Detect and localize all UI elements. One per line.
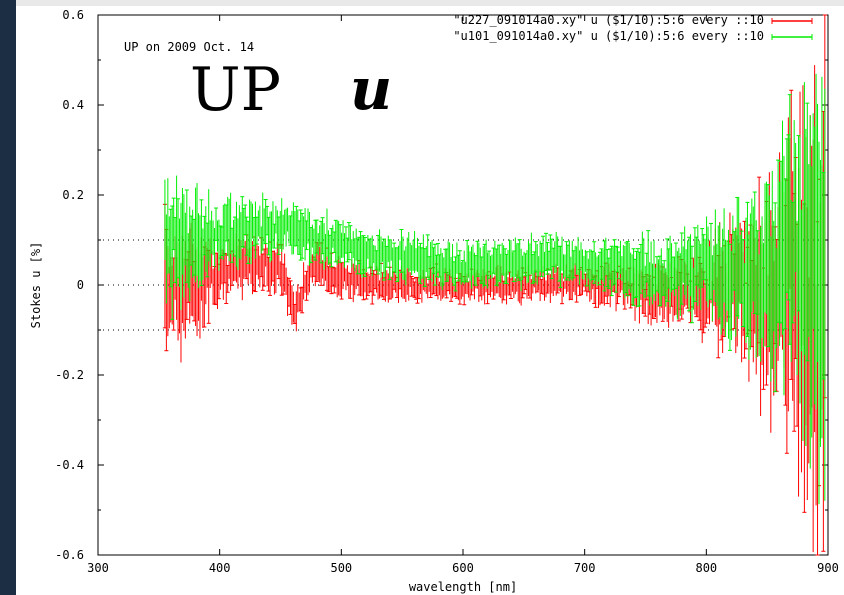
legend-entry-red: "u227_091014a0.xy" u ($1/10):5:6 every :… bbox=[453, 13, 764, 27]
chart-subtitle: UP on 2009 Oct. 14 bbox=[124, 40, 255, 54]
x-tick-label: 300 bbox=[87, 561, 109, 575]
window-top-strip bbox=[16, 0, 844, 6]
y-tick-label: -0.6 bbox=[55, 548, 84, 562]
y-axis-label: Stokes u [%] bbox=[29, 242, 43, 329]
chart-title: UP bbox=[190, 55, 281, 125]
chart-title-symbol: u bbox=[350, 55, 393, 123]
y-tick-label: 0.6 bbox=[62, 8, 84, 22]
x-tick-label: 500 bbox=[330, 561, 352, 575]
y-tick-label: 0.4 bbox=[62, 98, 84, 112]
legend-entry-green: "u101_091014a0.xy" u ($1/10):5:6 every :… bbox=[453, 29, 764, 43]
y-tick-label: 0 bbox=[77, 278, 84, 292]
x-tick-label: 800 bbox=[695, 561, 717, 575]
y-tick-label: 0.2 bbox=[62, 188, 84, 202]
x-tick-label: 600 bbox=[452, 561, 474, 575]
series-1 bbox=[164, 73, 826, 505]
x-tick-label: 400 bbox=[209, 561, 231, 575]
y-tick-label: -0.2 bbox=[55, 368, 84, 382]
x-tick-label: 700 bbox=[574, 561, 596, 575]
x-axis-label: wavelength [nm] bbox=[409, 580, 517, 594]
x-tick-label: 900 bbox=[817, 561, 839, 575]
y-tick-label: -0.4 bbox=[55, 458, 84, 472]
plot-window bbox=[16, 6, 844, 595]
